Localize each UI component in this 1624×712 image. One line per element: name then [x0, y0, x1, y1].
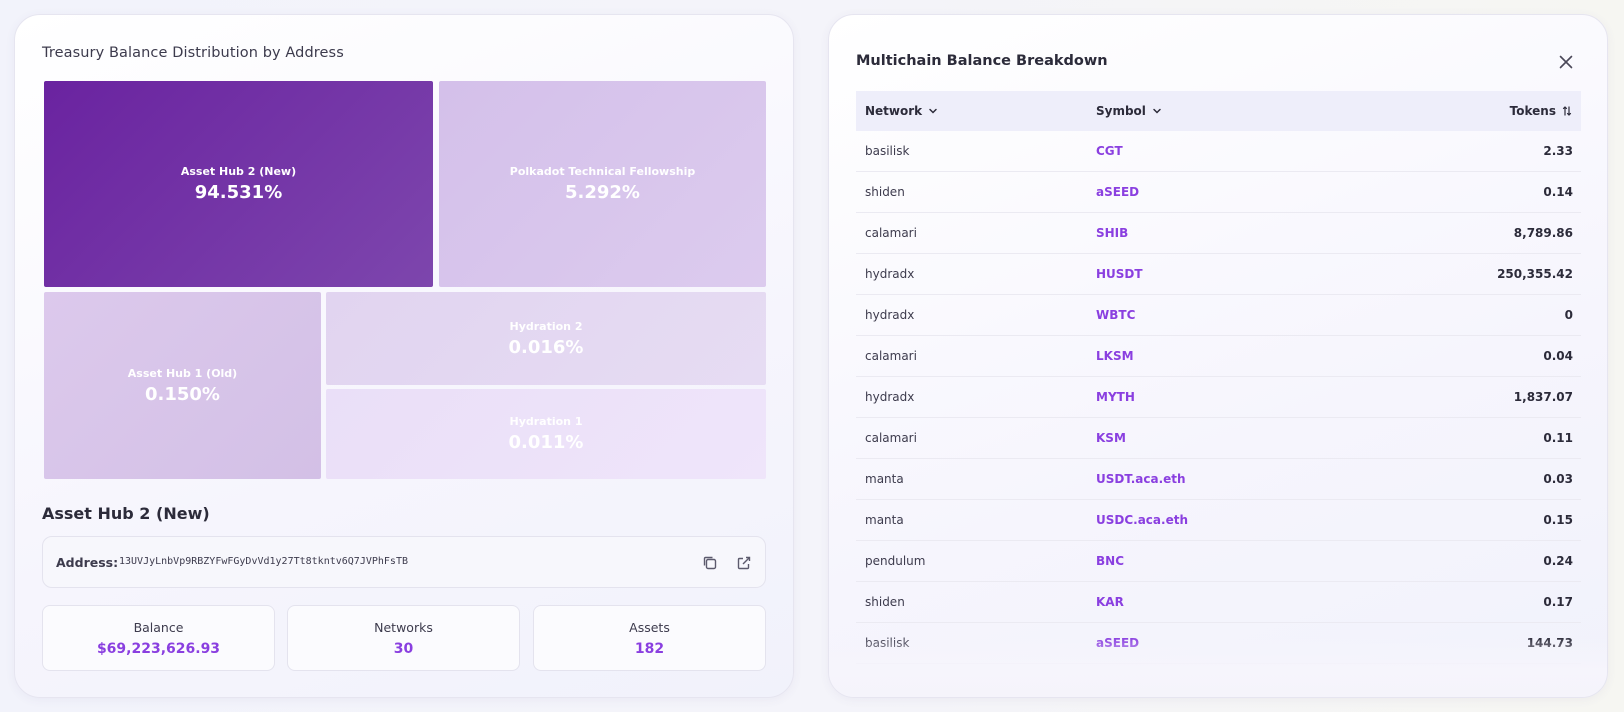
symbol-cell[interactable]: CGT	[1096, 144, 1123, 158]
symbol-header-label: Symbol	[1096, 104, 1146, 118]
table-row[interactable]: hydradx WBTC 0	[856, 295, 1581, 336]
copy-icon[interactable]	[700, 553, 720, 573]
tokens-column-header[interactable]: Tokens	[1381, 104, 1581, 118]
network-cell: hydradx	[865, 267, 915, 281]
address-label: Address:	[56, 555, 119, 570]
symbol-cell[interactable]: KSM	[1096, 431, 1126, 445]
symbol-cell[interactable]: KAR	[1096, 595, 1124, 609]
network-cell: hydradx	[865, 308, 915, 322]
external-link-icon[interactable]	[734, 553, 754, 573]
network-column-header[interactable]: Network	[856, 104, 1096, 118]
network-cell: manta	[865, 472, 904, 486]
treemap-cell-label: Hydration 1	[509, 415, 583, 428]
symbol-cell[interactable]: aSEED	[1096, 636, 1140, 650]
treemap-cell-percent: 5.292%	[565, 182, 640, 203]
chevron-down-icon	[1153, 108, 1161, 114]
stat-value: 182	[634, 641, 665, 657]
network-cell: calamari	[865, 349, 917, 363]
balance-table: Network Symbol Tokens basilisk CGT 2.33 shi…	[856, 91, 1581, 664]
tokens-cell: 0.03	[1543, 472, 1573, 486]
table-body: basilisk CGT 2.33 shiden aSEED 0.14 calamari SH…	[856, 131, 1581, 664]
close-icon[interactable]	[1556, 52, 1576, 72]
network-header-label: Network	[865, 104, 923, 118]
tokens-cell: 0.11	[1543, 431, 1573, 445]
network-cell: shiden	[865, 185, 905, 199]
treemap-cell-hydration-1[interactable]: Hydration 1 0.011%	[326, 389, 766, 479]
symbol-cell[interactable]: aSEED	[1096, 185, 1140, 199]
table-row[interactable]: calamari LKSM 0.04	[856, 336, 1581, 377]
symbol-cell[interactable]: WBTC	[1096, 308, 1136, 322]
network-cell: manta	[865, 513, 904, 527]
symbol-cell[interactable]: BNC	[1096, 554, 1124, 568]
table-header: Network Symbol Tokens	[856, 91, 1581, 131]
treemap-cell-technical-fellowship[interactable]: Polkadot Technical Fellowship 5.292%	[439, 81, 766, 287]
networks-stat: Networks 30	[287, 605, 520, 671]
tokens-cell: 144.73	[1526, 636, 1573, 650]
stat-value: 30	[393, 641, 414, 657]
table-row[interactable]: hydradx MYTH 1,837.07	[856, 377, 1581, 418]
panel-title: Multichain Balance Breakdown	[856, 53, 1108, 69]
stat-label: Assets	[629, 620, 670, 635]
treemap-cell-label: Hydration 2	[509, 319, 583, 333]
network-cell: pendulum	[865, 554, 926, 568]
treemap-cell-asset-hub-2[interactable]: Asset Hub 2 (New) 94.531%	[44, 81, 433, 287]
network-cell: shiden	[865, 595, 905, 609]
tokens-cell: 0.15	[1543, 513, 1573, 527]
tokens-cell: 0	[1564, 308, 1573, 322]
table-row[interactable]: basilisk CGT 2.33	[856, 131, 1581, 172]
assets-stat: Assets 182	[533, 605, 766, 671]
treemap-cell-percent: 0.150%	[145, 383, 220, 405]
chevron-down-icon	[929, 108, 937, 114]
treemap-cell-hydration-2[interactable]: Hydration 2 0.016%	[326, 292, 766, 385]
treemap-cell-percent: 0.011%	[508, 432, 584, 453]
selected-address-name: Asset Hub 2 (New)	[42, 504, 210, 523]
tokens-cell: 2.33	[1543, 144, 1573, 158]
balance-stat: Balance $69,223,626.93	[42, 605, 275, 671]
treemap-cell-percent: 0.016%	[508, 336, 584, 358]
network-cell: hydradx	[865, 390, 915, 404]
table-row[interactable]: calamari SHIB 8,789.86	[856, 213, 1581, 254]
symbol-column-header[interactable]: Symbol	[1096, 104, 1381, 118]
tokens-cell: 0.17	[1543, 595, 1573, 609]
treemap-cell-percent: 94.531%	[194, 182, 283, 203]
symbol-cell[interactable]: USDT.aca.eth	[1096, 472, 1186, 486]
tokens-cell: 8,789.86	[1513, 226, 1573, 240]
stat-label: Balance	[133, 620, 184, 635]
symbol-cell[interactable]: LKSM	[1096, 349, 1134, 363]
network-cell: basilisk	[865, 144, 910, 158]
table-row[interactable]: calamari KSM 0.11	[856, 418, 1581, 459]
tokens-cell: 0.14	[1543, 185, 1573, 199]
symbol-cell[interactable]: USDC.aca.eth	[1096, 513, 1188, 527]
table-row[interactable]: basilisk aSEED 144.73	[856, 623, 1581, 664]
treemap-cell-label: Asset Hub 1 (Old)	[127, 366, 238, 380]
sort-icon	[1562, 106, 1572, 116]
network-cell: calamari	[865, 226, 917, 240]
table-row[interactable]: hydradx HUSDT 250,355.42	[856, 254, 1581, 295]
stat-value: $69,223,626.93	[96, 641, 221, 657]
tokens-cell: 1,837.07	[1513, 390, 1573, 404]
symbol-cell[interactable]: SHIB	[1096, 226, 1129, 240]
table-row[interactable]: shiden aSEED 0.14	[856, 172, 1581, 213]
stat-label: Networks	[374, 620, 433, 635]
table-row[interactable]: manta USDT.aca.eth 0.03	[856, 459, 1581, 500]
network-cell: calamari	[865, 431, 917, 445]
network-cell: basilisk	[865, 636, 910, 650]
tokens-cell: 0.24	[1543, 554, 1573, 568]
table-row[interactable]: shiden KAR 0.17	[856, 582, 1581, 623]
treemap-cell-asset-hub-1[interactable]: Asset Hub 1 (Old) 0.150%	[44, 292, 321, 479]
address-box: Address: 13UVJyLnbVp9RBZYFwFGyDvVd1y27Tt…	[42, 536, 766, 588]
tokens-cell: 250,355.42	[1497, 267, 1573, 281]
treemap-cell-label: Polkadot Technical Fellowship	[509, 165, 696, 178]
tokens-header-label: Tokens	[1509, 104, 1556, 118]
table-row[interactable]: manta USDC.aca.eth 0.15	[856, 500, 1581, 541]
treemap-cell-label: Asset Hub 2 (New)	[180, 165, 297, 178]
table-row[interactable]: pendulum BNC 0.24	[856, 541, 1581, 582]
symbol-cell[interactable]: MYTH	[1096, 390, 1135, 404]
tokens-cell: 0.04	[1543, 349, 1573, 363]
symbol-cell[interactable]: HUSDT	[1096, 267, 1143, 281]
card-title: Treasury Balance Distribution by Address	[42, 45, 344, 61]
address-value[interactable]: 13UVJyLnbVp9RBZYFwFGyDvVd1y27Tt8tkntv6Q7…	[119, 556, 408, 567]
treasury-distribution-card: Treasury Balance Distribution by Address…	[14, 14, 794, 698]
multichain-breakdown-card: Multichain Balance Breakdown Network Sym…	[828, 14, 1608, 698]
